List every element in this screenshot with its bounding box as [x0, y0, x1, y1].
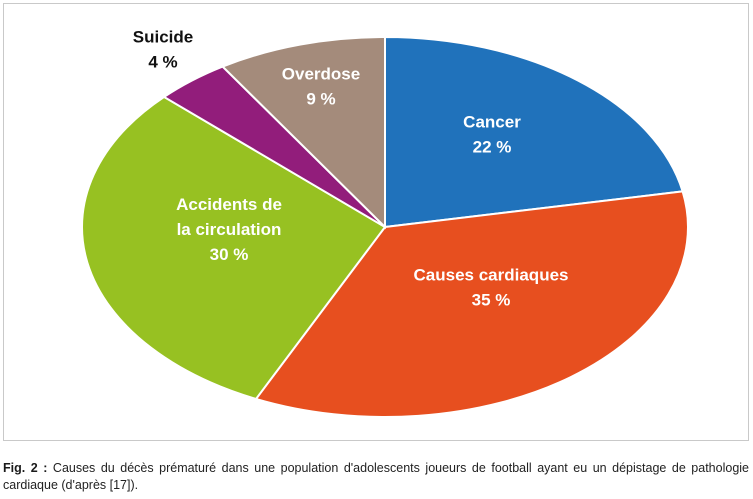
pie-label-causes-cardiaques: Causes cardiaques 35 %	[414, 266, 569, 310]
pie-category-label: Accidents de	[176, 195, 282, 214]
pie-value-label: 22 %	[473, 138, 512, 157]
figure-label: Fig. 2 :	[3, 461, 48, 475]
pie-category-label: Cancer	[463, 113, 521, 132]
pie-category-label: Overdose	[282, 65, 360, 84]
pie-value-label: 4 %	[148, 53, 177, 72]
pie-chart: Cancer 22 % Causes cardiaques 35 % Accidents…	[81, 28, 689, 418]
pie-label-overdose: Overdose 9 %	[282, 65, 360, 109]
pie-category-label: Suicide	[133, 28, 193, 47]
pie-slice-cancer	[384, 35, 684, 229]
pie-category-label: Causes cardiaques	[414, 266, 569, 285]
figure-caption: Fig. 2 : Causes du décès prématuré dans …	[3, 460, 749, 494]
chart-frame: Cancer 22 % Causes cardiaques 35 % Accidents…	[3, 3, 749, 441]
pie-label-cancer: Cancer 22 %	[463, 113, 521, 157]
pie-slices	[81, 35, 689, 418]
pie-labels: Cancer 22 % Causes cardiaques 35 % Accidents…	[133, 28, 569, 310]
pie-slice-overdose	[220, 35, 386, 230]
pie-label-accidents-de-la-circulation: Accidents de la circulation 30 %	[176, 195, 282, 264]
pie-slice-causes-cardiaques	[254, 190, 689, 418]
pie-category-label: la circulation	[177, 220, 282, 239]
figure-caption-text: Causes du décès prématuré dans une popul…	[3, 461, 749, 492]
pie-value-label: 30 %	[210, 245, 249, 264]
pie-slice-accidents-de-la-circulation	[81, 95, 387, 401]
pie-value-label: 35 %	[472, 291, 511, 310]
pie-value-label: 9 %	[306, 90, 335, 109]
pie-label-suicide: Suicide 4 %	[133, 28, 193, 72]
